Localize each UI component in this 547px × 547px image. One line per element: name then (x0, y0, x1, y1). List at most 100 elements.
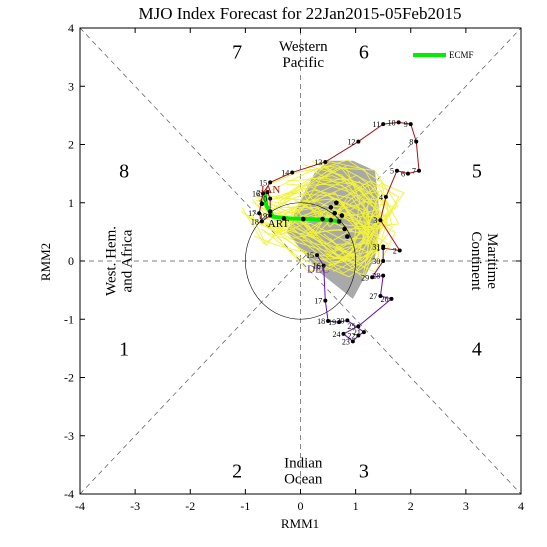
track-point-label: 18 (317, 317, 325, 326)
ensemble-member-line (279, 185, 395, 252)
track-point (259, 219, 264, 224)
region-label-line: Western (279, 39, 328, 55)
ensemble-member-line (286, 177, 380, 239)
legend: ECMF (413, 50, 474, 60)
track-point-label: 5 (390, 167, 394, 176)
track-point-label: 10 (388, 118, 396, 127)
track-point-label: 16 (252, 189, 260, 198)
x-ticks: -4 -3 -2 -1 0 1 2 3 4 (75, 28, 524, 513)
forecast-point (334, 200, 339, 206)
track-point (408, 122, 413, 127)
x-tick-label: 2 (408, 499, 414, 513)
track-point-label: 9 (404, 120, 408, 129)
track-point (381, 246, 386, 251)
y-axis-label: RMM2 (38, 243, 53, 281)
x-tick-label: -3 (130, 499, 140, 513)
track-point-label: 19 (259, 212, 267, 221)
region-label-line: Ocean (284, 472, 323, 488)
track-point (383, 194, 388, 199)
track-point-label: 6 (401, 170, 405, 179)
track-point-label: 20 (259, 195, 267, 204)
ensemble-member-line (275, 187, 386, 255)
ensemble-member-line (253, 168, 389, 259)
forecast-point (332, 210, 337, 216)
month-label: DEC (307, 264, 329, 276)
track-point (268, 180, 273, 185)
track-point-label: 25 (347, 322, 355, 331)
track-point (315, 253, 320, 258)
track-point-label: 31 (372, 242, 380, 251)
track-point-label: 15 (259, 178, 267, 187)
region-label-line: Pacific (282, 55, 324, 71)
x-tick-label: -4 (75, 499, 85, 513)
track-point (361, 330, 366, 335)
ecmf-forecast-line (262, 190, 343, 224)
ensemble-member-line (252, 198, 377, 257)
forecast-point (267, 209, 273, 214)
phase-boundary-line (79, 27, 522, 495)
track-point (378, 293, 383, 298)
track-point (381, 273, 386, 278)
forecast-point (345, 234, 350, 239)
track-point-label: 28 (372, 272, 380, 281)
forecast-point (259, 201, 265, 207)
phase-label: 1 (119, 338, 129, 360)
ensemble-member-line (260, 190, 393, 261)
x-tick-label: -2 (185, 499, 195, 513)
y-tick-label: -2 (64, 371, 74, 385)
track-point-label: 1 (376, 244, 380, 253)
ensemble-member-line (283, 161, 389, 235)
y-tick-label: 4 (68, 21, 74, 35)
track-point (378, 218, 383, 223)
track-point (261, 191, 266, 196)
ensemble-members (240, 159, 405, 279)
unit-circle (245, 202, 356, 320)
track-point-label: 4 (379, 193, 383, 202)
y-tick-label: 2 (68, 138, 74, 152)
y-tick-label: -4 (64, 487, 74, 501)
track-point-label: 27 (369, 292, 377, 301)
forecast-point (328, 217, 334, 223)
track-point (268, 213, 273, 218)
forecast-point (320, 216, 325, 222)
track-point (370, 275, 375, 280)
phase-diagonals (79, 27, 522, 495)
track-point (337, 320, 342, 325)
x-tick-label: 1 (353, 499, 359, 513)
phase-label: 7 (232, 41, 242, 63)
track-point (290, 170, 295, 175)
phase-boundary-line (79, 27, 522, 495)
y-tick-label: -3 (64, 429, 74, 443)
track-point-label: 22 (347, 332, 355, 341)
track-point-label: 16 (313, 262, 321, 271)
track-point-label: 3 (373, 216, 377, 225)
track-point-label: 15 (306, 251, 314, 260)
ensemble-member-line (277, 180, 400, 272)
forecast-point (339, 213, 345, 218)
phase-label: 8 (119, 161, 129, 183)
forecast-point (342, 226, 347, 232)
track-point (356, 324, 361, 329)
y-tick-label: 0 (68, 254, 74, 268)
track-point-label: 21 (353, 328, 361, 337)
x-axis-label: RMM1 (281, 516, 319, 531)
track-point-label: 24 (332, 330, 340, 339)
track-point (321, 263, 326, 268)
month-label: JAN (260, 184, 280, 196)
region-label-line: West. Hem. (104, 226, 120, 296)
y-tick-label: 3 (68, 79, 74, 93)
x-tick-label: -1 (240, 499, 250, 513)
phase-label: 4 (472, 338, 482, 360)
track-point-label: 21 (256, 188, 264, 197)
ensemble-member-line (270, 184, 385, 267)
track-point (394, 168, 399, 173)
track-point (417, 168, 422, 173)
y-tick-label: 1 (68, 196, 74, 210)
track-point-label: 12 (347, 138, 355, 147)
track-point-label: 30 (372, 257, 380, 266)
